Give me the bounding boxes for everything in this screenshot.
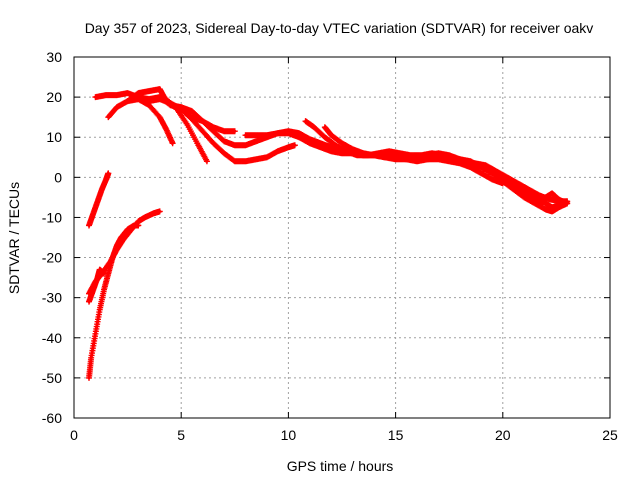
series-trace: [126, 87, 209, 163]
x-tick-label: 15: [388, 427, 404, 443]
series-track-6: [242, 128, 506, 187]
series-track-14: [86, 266, 108, 305]
axis-ticks: 0 5 10 15 20 25 -60 -50 -40 -30 -20 -10 0 10 20 30: [42, 49, 618, 443]
x-tick-label: 0: [70, 427, 78, 443]
grid: [74, 57, 610, 418]
plot-frame: [73, 56, 611, 419]
y-tick-label: 0: [54, 169, 62, 185]
series-track-11: [86, 170, 112, 229]
y-tick-label: 10: [46, 129, 62, 145]
x-tick-label: 10: [281, 427, 297, 443]
series-track-13: [86, 222, 142, 381]
series-trace: [87, 209, 162, 296]
x-tick-label: 20: [495, 427, 511, 443]
y-tick-label: -30: [42, 290, 62, 306]
y-tick-label: 20: [46, 89, 62, 105]
series-trace: [490, 167, 569, 205]
series-trace: [87, 268, 106, 304]
x-tick-label: 5: [177, 427, 185, 443]
series-track-3: [124, 86, 210, 165]
x-tick-label: 25: [602, 427, 618, 443]
series-trace: [87, 171, 110, 227]
y-tick-label: -20: [42, 250, 62, 266]
y-tick-label: -10: [42, 209, 62, 225]
y-tick-label: -50: [42, 370, 62, 386]
y-tick-label: -40: [42, 330, 62, 346]
y-tick-label: -60: [42, 410, 62, 426]
x-axis-label: GPS time / hours: [287, 458, 394, 474]
series-trace: [501, 179, 569, 213]
data-points: [86, 86, 571, 381]
y-tick-label: 30: [46, 49, 62, 65]
series-trace: [87, 223, 140, 380]
series-trace: [106, 97, 175, 145]
chart-title: Day 357 of 2023, Sidereal Day-to-day VTE…: [85, 20, 594, 36]
y-axis-label: SDTVAR / TECUs: [6, 182, 22, 294]
series-track-10: [499, 178, 571, 215]
